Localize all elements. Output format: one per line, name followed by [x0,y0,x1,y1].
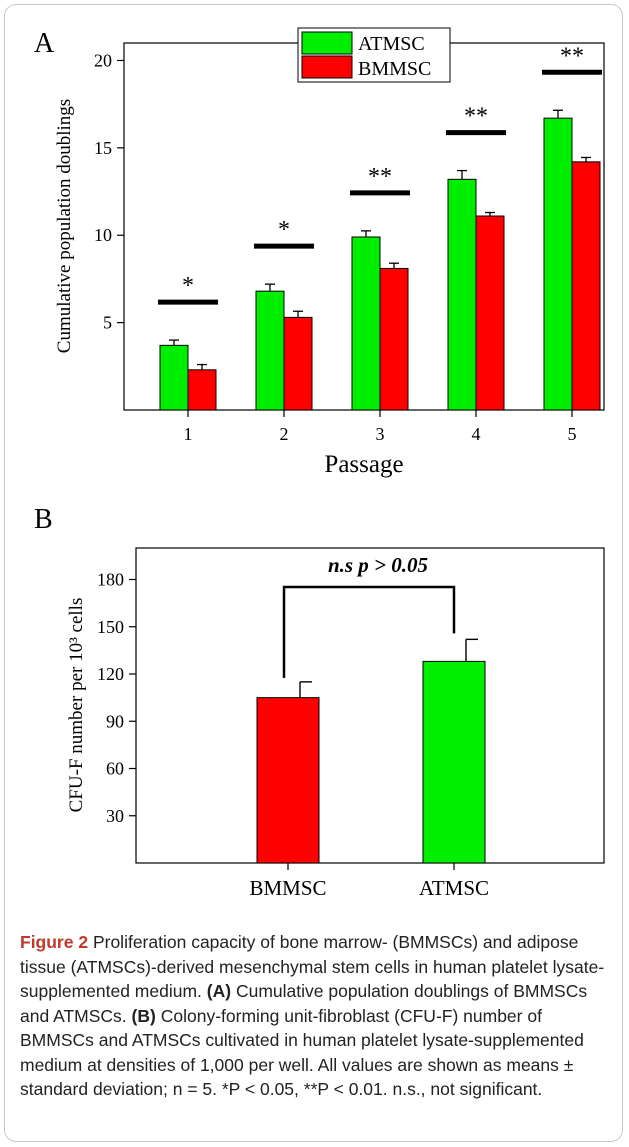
panel-a-xtick-label: 3 [376,424,385,444]
legend-swatch-atmsc [301,31,353,55]
figure-frame [4,4,623,1142]
panel-b-ytick-label: 120 [97,664,124,684]
legend-swatch-bmmsc [301,55,353,79]
panel-b-ytick-label: 90 [106,711,124,731]
panel-b-ytick-label: 180 [97,570,124,590]
panel-b-bars [256,638,486,864]
panel-a-bar-bmmsc [187,369,217,411]
panel-a-ticks: 5 10 15 20 1 2 3 4 5 [94,50,577,444]
panel-a-bar-bmmsc [379,267,409,411]
panel-a-ytick-label: 10 [94,225,112,245]
caption-part-a-label: (A) [206,981,232,1001]
panel-a-significance-mark: ** [464,104,488,130]
panel-a-legend: ATMSC BMMSC [297,27,451,83]
significance-annotation: n.s p > 0.05 [328,553,428,577]
panel-a-xtick-label: 4 [472,424,481,444]
caption-intro: Proliferation capacity of bone marrow- (… [20,932,605,1001]
panel-b-significance: n.s p > 0.05 [282,553,456,678]
panel-b-bar-bmmsc [256,697,320,864]
panel-b-xtick-label: ATMSC [419,876,489,900]
panel-a-bar-atmsc [351,236,381,411]
panel-a-xtick-label: 5 [568,424,577,444]
panel-a-bar-atmsc [159,344,189,411]
panel-a-bar-atmsc [543,117,573,411]
panel-a-xtick-label: 1 [184,424,193,444]
panel-a-bar-atmsc [255,290,285,411]
legend-label-bmmsc: BMMSC [358,58,431,80]
panel-a-ytick-label: 15 [94,138,112,158]
panel-a-significance-mark: ** [560,43,584,69]
significance-bracket [282,585,456,678]
panel-b-ylabel: CFU-F number per 10³ cells [66,598,87,813]
panel-a-label: A [34,28,55,59]
panel-a-significance-mark: * [182,273,194,299]
caption-figure-label: Figure 2 [20,932,89,952]
panel-b-xtick-label: BMMSC [249,876,326,900]
panel-a-ytick-label: 5 [103,313,112,333]
legend-label-atmsc: ATMSC [358,33,425,55]
panel-a-significance-mark: * [278,217,290,243]
panel-a-ylabel: Cumulative population doublings [54,99,75,353]
panel-a-xtick-label: 2 [280,424,289,444]
panel-a-significance: ******** [158,43,602,305]
panel-a-bars [159,109,601,411]
panel-a-xlabel: Passage [324,451,403,478]
panel-b-bar-atmsc [422,660,486,864]
caption-part-b: Colony-forming unit-fibroblast (CFU-F) n… [20,1005,584,1100]
panel-b-ytick-label: 60 [106,759,124,779]
panel-a-bar-bmmsc [475,215,505,411]
panel-b-label: B [34,504,53,535]
caption-part-a: Cumulative population doublings of BMMSC… [20,981,588,1026]
panel-a-bar-bmmsc [571,161,601,411]
panel-b-ytick-label: 150 [97,617,124,637]
panel-b-ticks: 30 60 90 120 150 180 BMMSC ATMSC [97,570,489,901]
panel-a-ytick-label: 20 [94,50,112,70]
panel-b-axes-frame [135,547,605,864]
figure-caption: Figure 2 Proliferation capacity of bone … [20,930,610,1102]
panel-b-ytick-label: 30 [106,806,124,826]
caption-part-b-label: (B) [131,1005,156,1026]
figure-charts: A Cumulative population doublings Passag… [34,27,605,901]
panel-a-bar-bmmsc [283,316,313,411]
panel-a-bar-atmsc [447,178,477,411]
panel-a-significance-mark: ** [368,164,392,190]
